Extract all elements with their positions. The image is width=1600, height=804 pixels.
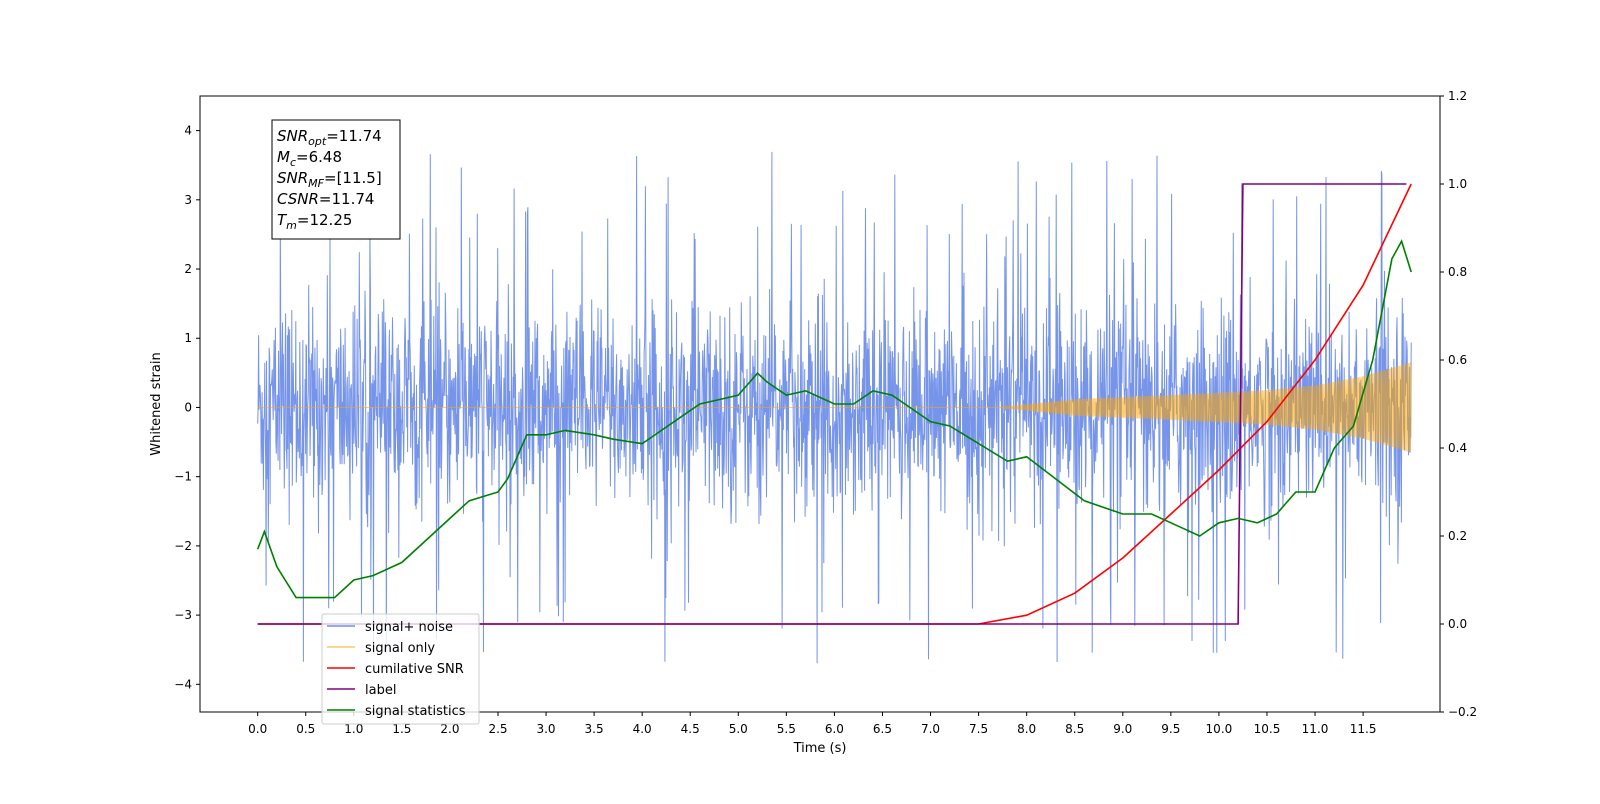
y-tick-label: 2 (184, 262, 192, 276)
x-tick-label: 2.0 (440, 722, 459, 736)
info-line-value: =[11.5] (324, 169, 382, 187)
info-line-value: =11.74 (319, 190, 375, 208)
info-line: SNRMF=[11.5] (277, 169, 382, 190)
x-tick-label: 1.0 (344, 722, 363, 736)
info-line-subscript: opt (308, 135, 327, 148)
info-line-subscript: m (286, 219, 297, 232)
y-right-tick-label: 1.0 (1448, 177, 1467, 191)
legend-label: signal statistics (365, 704, 466, 719)
x-tick-label: 8.0 (1017, 722, 1036, 736)
legend-label: cumilative SNR (365, 662, 464, 677)
x-tick-label: 3.0 (536, 722, 555, 736)
info-line: CSNR=11.74 (277, 190, 374, 208)
info-line-value: =11.74 (326, 127, 382, 145)
info-line: Tm=12.25 (277, 211, 352, 232)
info-line-symbol: T (277, 211, 288, 229)
y-tick-label: 4 (184, 124, 192, 138)
x-tick-label: 1.5 (392, 722, 411, 736)
info-line: SNRopt=11.74 (277, 127, 382, 148)
series-signal-only (257, 362, 1412, 453)
y-right-tick-label: 0.2 (1448, 529, 1467, 543)
x-tick-label: 10.5 (1254, 722, 1281, 736)
y-tick-label: 3 (184, 193, 192, 207)
y-tick-label: −2 (174, 539, 192, 553)
info-box-frame (271, 119, 401, 240)
y-tick-label: −3 (174, 608, 192, 622)
y-tick-label: 0 (184, 400, 192, 414)
info-line-subscript: MF (308, 177, 324, 190)
info-line-value: =6.48 (296, 148, 342, 166)
series-cumilative-snr (257, 183, 1412, 625)
x-tick-label: 2.5 (488, 722, 507, 736)
x-tick-label: 5.0 (729, 722, 748, 736)
y-right-tick-label: 0.6 (1448, 353, 1467, 367)
y-right-tick-label: 0.0 (1448, 617, 1467, 631)
series-label (257, 183, 1407, 625)
x-tick-label: 7.5 (969, 722, 988, 736)
x-tick-label: 11.5 (1350, 722, 1377, 736)
info-box: SNRopt=11.74Mc=6.48SNRMF=[11.5]CSNR=11.7… (271, 119, 401, 240)
y-right-tick-label: 0.4 (1448, 441, 1467, 455)
x-tick-label: 4.5 (681, 722, 700, 736)
info-line-symbol: CSNR (277, 190, 319, 208)
info-line: Mc=6.48 (277, 148, 342, 169)
series-group (256, 151, 1412, 664)
series-signal-statistics (256, 239, 1412, 599)
x-tick-label: 0.0 (248, 722, 267, 736)
x-tick-label: 8.5 (1065, 722, 1084, 736)
info-line-symbol: M (277, 148, 290, 166)
x-tick-label: 3.5 (585, 722, 604, 736)
x-tick-label: 6.5 (873, 722, 892, 736)
y-tick-label: 1 (184, 331, 192, 345)
x-tick-label: 0.5 (296, 722, 315, 736)
x-tick-label: 7.0 (921, 722, 940, 736)
info-line-symbol: SNR (277, 169, 308, 187)
y-tick-label: −4 (174, 677, 192, 691)
axes-frame (199, 95, 1441, 713)
x-tick-label: 9.5 (1161, 722, 1180, 736)
plot-area (256, 151, 1412, 664)
info-line-value: =12.25 (297, 211, 353, 229)
legend-label: signal+ noise (365, 620, 453, 635)
y-right-tick-label: −0.2 (1448, 705, 1477, 719)
legend-label: signal only (365, 641, 435, 656)
y-right-tick-label: 0.8 (1448, 265, 1467, 279)
x-tick-label: 4.0 (633, 722, 652, 736)
x-tick-label: 5.5 (777, 722, 796, 736)
y-right-tick-label: 1.2 (1448, 89, 1467, 103)
axis-ticks: 0.0 0.5 1.0 1.5 2.0 2.5 3.0 3.5 4.0 4.5 5.0 5.5 6.0 6… (174, 89, 1477, 736)
series-signal-noise (257, 151, 1412, 664)
x-tick-label: 11.0 (1302, 722, 1329, 736)
info-line-subscript: c (290, 156, 296, 169)
y-tick-label: −1 (174, 470, 192, 484)
x-tick-label: 6.0 (825, 722, 844, 736)
legend-frame (321, 613, 480, 725)
y-axis-label: Whitened strain (149, 352, 164, 455)
x-tick-label: 9.0 (1113, 722, 1132, 736)
info-line-symbol: SNR (277, 127, 308, 145)
x-axis-label: Time (s) (793, 741, 847, 756)
legend-label: label (365, 683, 396, 698)
legend: signal+ noise signal only cumilative SNR la… (321, 613, 480, 725)
x-tick-label: 10.0 (1206, 722, 1233, 736)
